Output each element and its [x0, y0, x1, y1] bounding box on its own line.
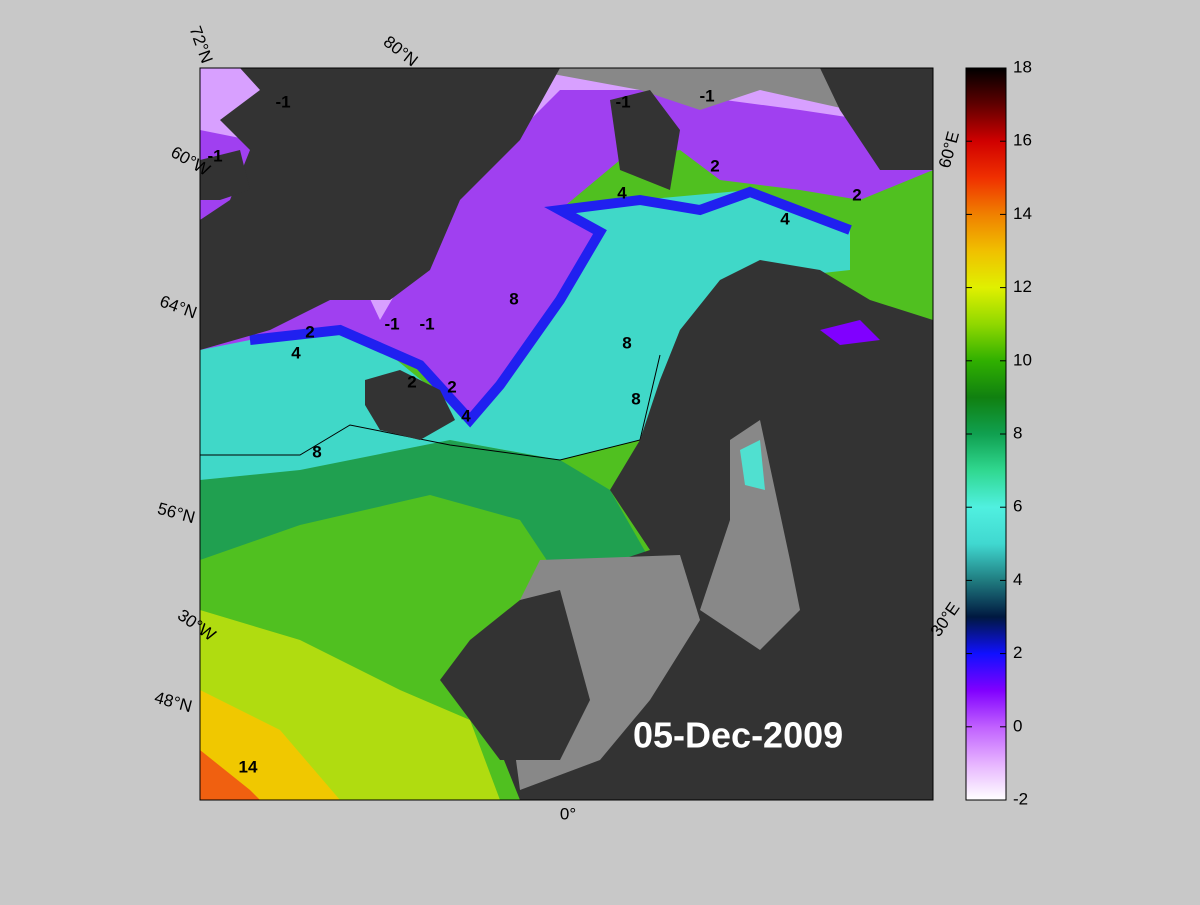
- colorbar-tick-label: 14: [1013, 204, 1032, 223]
- contour-label: 2: [305, 322, 314, 341]
- colorbar-tick-label: -2: [1013, 789, 1028, 808]
- map-frame: [199, 67, 934, 801]
- contour-label: -1: [275, 92, 290, 111]
- colorbar-tick-label: 2: [1013, 643, 1022, 662]
- date-label: 05-Dec-2009: [633, 715, 843, 756]
- contour-label: -1: [699, 86, 714, 105]
- contour-label: 2: [407, 372, 416, 391]
- contour-label: 8: [509, 289, 518, 308]
- colorbar-tick-label: 8: [1013, 423, 1022, 442]
- contour-label: 14: [239, 757, 258, 776]
- colorbar-tick-label: 6: [1013, 497, 1022, 516]
- contour-label: 4: [617, 183, 627, 202]
- colorbar-tick-label: 12: [1013, 277, 1032, 296]
- colorbar-tick-label: 16: [1013, 131, 1032, 150]
- map: [200, 68, 933, 800]
- contour-label: -1: [419, 314, 434, 333]
- contour-label: 2: [852, 185, 861, 204]
- contour-label: 2: [710, 156, 719, 175]
- contour-label: 4: [291, 343, 301, 362]
- colorbar-tick-label: 4: [1013, 570, 1022, 589]
- graticule-label: 0°: [560, 804, 576, 823]
- contour-label: 4: [780, 209, 790, 228]
- contour-label: 4: [461, 406, 471, 425]
- contour-label: 8: [631, 389, 640, 408]
- colorbar-tick-label: 0: [1013, 716, 1022, 735]
- colorbar-tick-label: 18: [1013, 57, 1032, 76]
- colorbar-tick-label: 10: [1013, 350, 1032, 369]
- contour-label: 8: [312, 442, 321, 461]
- contour-label: 2: [447, 377, 456, 396]
- contour-label: -1: [615, 92, 630, 111]
- contour-label: -1: [207, 146, 222, 165]
- contour-label: 8: [622, 333, 631, 352]
- contour-label: -1: [384, 314, 399, 333]
